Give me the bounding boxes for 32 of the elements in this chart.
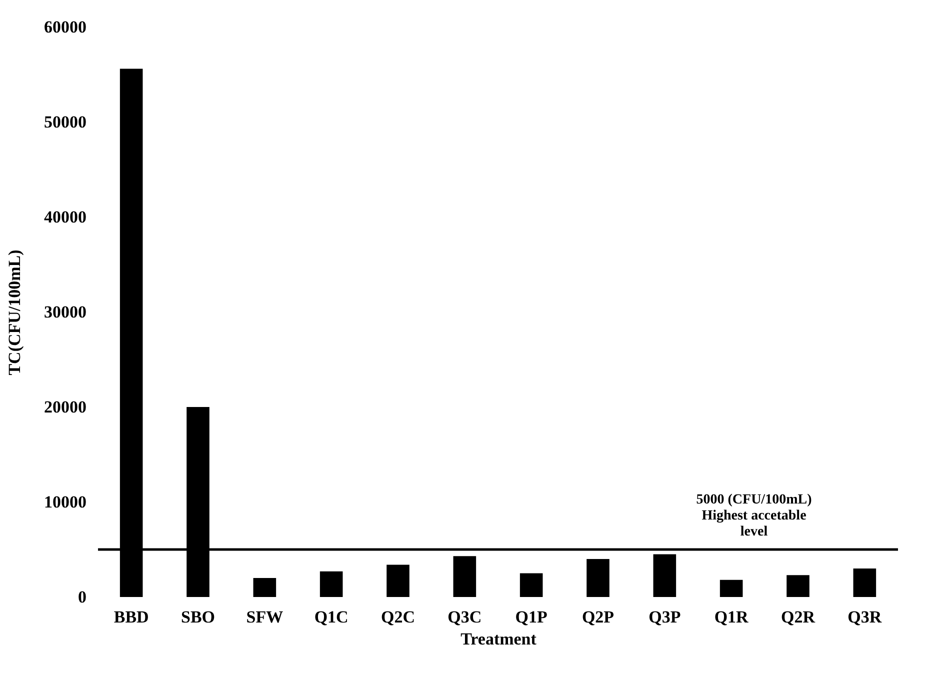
bar bbox=[586, 559, 610, 597]
y-axis-title: TC(CFU/100mL) bbox=[5, 250, 24, 376]
y-tick-label: 10000 bbox=[44, 492, 86, 512]
x-tick-label: Q1C bbox=[314, 608, 348, 626]
bar bbox=[386, 564, 410, 597]
bar bbox=[320, 571, 343, 597]
y-tick-label: 60000 bbox=[44, 18, 86, 36]
y-tick-label: 50000 bbox=[44, 112, 86, 132]
y-tick-label: 0 bbox=[78, 588, 86, 606]
x-tick-label: Q3P bbox=[648, 608, 681, 626]
bar bbox=[453, 556, 476, 597]
x-tick-label: Q3R bbox=[848, 608, 882, 626]
bar bbox=[853, 568, 876, 597]
x-tick-label: BBD bbox=[114, 608, 149, 626]
bar bbox=[720, 580, 743, 597]
x-tick-label: SBO bbox=[180, 608, 216, 626]
x-tick-label: Q2C bbox=[381, 608, 415, 626]
bar bbox=[786, 575, 810, 597]
y-tick-label: 20000 bbox=[44, 398, 86, 416]
x-tick-label: Q2P bbox=[582, 608, 614, 626]
y-tick-label: 40000 bbox=[44, 208, 86, 226]
bar bbox=[520, 573, 543, 597]
x-tick-label: SFW bbox=[246, 608, 284, 626]
x-axis-title: Treatment bbox=[460, 630, 537, 648]
x-tick-label: Q3C bbox=[448, 608, 482, 626]
bar bbox=[253, 578, 276, 597]
x-tick-label: Q1P bbox=[515, 608, 548, 626]
ref-line-label: 5000 (CFU/100mL) Highest accetable level bbox=[696, 492, 812, 540]
x-tick-label: Q2R bbox=[781, 608, 816, 626]
x-tick-label: Q1R bbox=[714, 608, 750, 626]
bar bbox=[653, 554, 676, 597]
y-tick-label: 30000 bbox=[44, 302, 86, 322]
